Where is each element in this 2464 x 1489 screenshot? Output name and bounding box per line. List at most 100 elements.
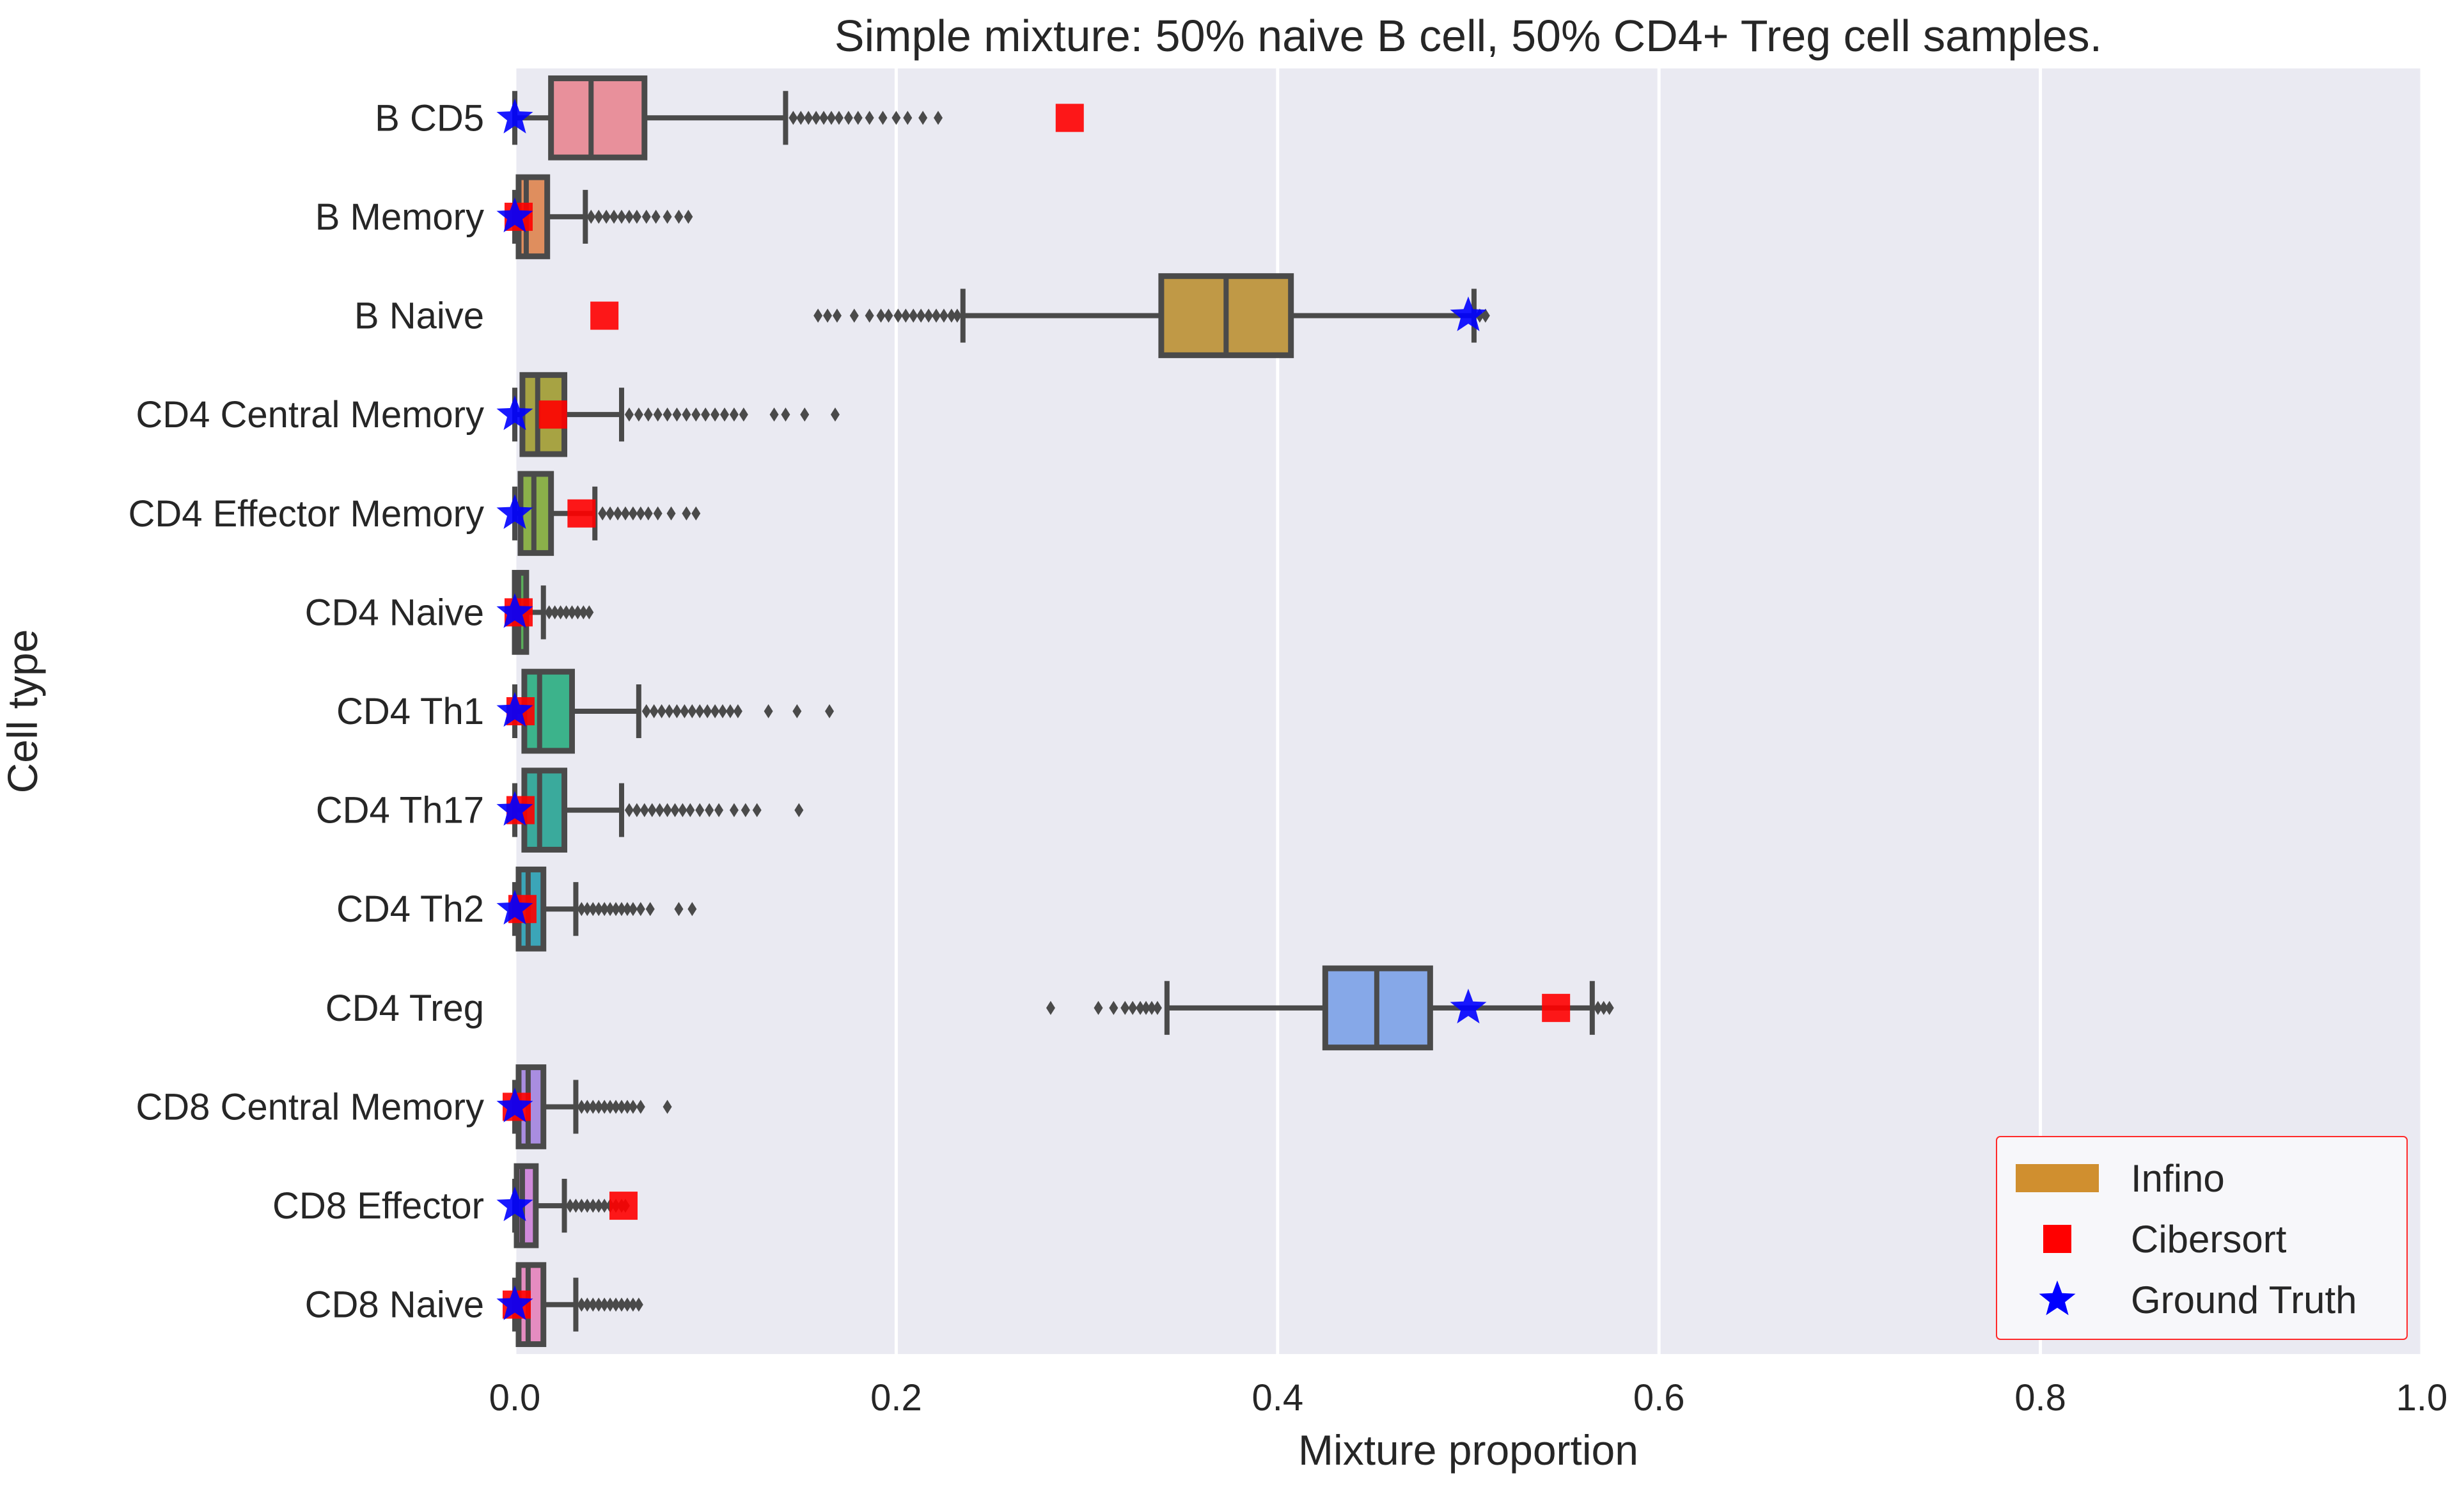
outlier-point bbox=[628, 1297, 638, 1312]
y-tick-label-cd8-naive: CD8 Naive bbox=[305, 1284, 484, 1326]
outlier-point bbox=[634, 1297, 643, 1312]
outlier-point bbox=[600, 1297, 609, 1312]
outlier-point bbox=[752, 803, 762, 817]
outlier-point bbox=[792, 704, 802, 718]
y-tick-label-cd4-effector-memory: CD4 Effector Memory bbox=[128, 493, 484, 535]
outlier-point bbox=[1605, 1000, 1614, 1015]
outlier-point bbox=[819, 111, 829, 125]
x-tick-label: 0.2 bbox=[870, 1377, 922, 1419]
outlier-point bbox=[643, 506, 653, 521]
outlier-point bbox=[594, 1199, 604, 1213]
outlier-point bbox=[687, 902, 697, 917]
outlier-point bbox=[664, 704, 674, 718]
outlier-point bbox=[686, 803, 695, 817]
chart-title: Simple mixture: 50% naive B cell, 50% CD… bbox=[835, 11, 2102, 61]
outlier-point bbox=[823, 308, 833, 323]
outlier-point bbox=[1136, 1000, 1145, 1015]
outlier-point bbox=[643, 407, 653, 422]
point-markers bbox=[496, 98, 1571, 1320]
outlier-point bbox=[825, 704, 835, 718]
outlier-point bbox=[577, 1199, 586, 1213]
outlier-point bbox=[672, 704, 682, 718]
outlier-point bbox=[714, 803, 724, 817]
outlier-point bbox=[703, 704, 712, 718]
outlier-point bbox=[594, 902, 604, 917]
outlier-point bbox=[598, 506, 608, 521]
outlier-point bbox=[725, 704, 735, 718]
outlier-point bbox=[1094, 1000, 1103, 1015]
legend-frame bbox=[1996, 1136, 2408, 1340]
y-tick-label-cd8-central-memory: CD8 Central Memory bbox=[136, 1086, 484, 1128]
outlier-point bbox=[674, 209, 684, 224]
outlier-point bbox=[901, 308, 911, 323]
y-tick-label-cd4-naive: CD4 Naive bbox=[305, 592, 484, 633]
outlier-point bbox=[585, 605, 594, 620]
y-tick-labels: B CD5 B Memory B Naive CD4 Central Memory CD… bbox=[128, 97, 484, 1325]
outlier-point bbox=[729, 407, 739, 422]
ground-truth-star-cd4-central-memory bbox=[496, 395, 533, 430]
outlier-point bbox=[701, 407, 710, 422]
outlier-point bbox=[663, 209, 672, 224]
outlier-point bbox=[705, 803, 714, 817]
outlier-point bbox=[710, 407, 720, 422]
outlier-point bbox=[853, 111, 863, 125]
outlier-point bbox=[789, 111, 798, 125]
outlier-point bbox=[561, 605, 571, 620]
outlier-point bbox=[878, 111, 888, 125]
outlier-point bbox=[583, 1099, 592, 1114]
outlier-point bbox=[588, 1297, 598, 1312]
box-b-naive bbox=[813, 273, 1490, 358]
outlier-point bbox=[628, 506, 638, 521]
x-tick-label: 1.0 bbox=[2396, 1377, 2448, 1419]
outlier-point bbox=[653, 506, 663, 521]
outlier-point bbox=[616, 902, 626, 917]
y-tick-label-b-cd5: B CD5 bbox=[375, 97, 484, 139]
outlier-point bbox=[577, 1099, 586, 1114]
outlier-point bbox=[865, 111, 874, 125]
outlier-point bbox=[583, 1199, 592, 1213]
ground-truth-star-cd4-naive bbox=[496, 593, 533, 628]
ground-truth-star-cd4-effector-memory bbox=[496, 494, 533, 529]
y-axis-label: Cell type bbox=[0, 629, 46, 794]
outlier-point bbox=[1128, 1000, 1138, 1015]
ground-truth-star-cd4-treg bbox=[1450, 988, 1487, 1024]
outlier-point bbox=[606, 506, 615, 521]
outlier-point bbox=[611, 902, 621, 917]
outlier-point bbox=[1147, 1000, 1156, 1015]
outlier-point bbox=[606, 1297, 615, 1312]
outlier-point bbox=[622, 1099, 632, 1114]
outlier-point bbox=[844, 111, 853, 125]
outlier-point bbox=[602, 209, 611, 224]
outlier-point bbox=[672, 407, 682, 422]
outlier-point bbox=[613, 506, 623, 521]
outlier-point bbox=[636, 902, 645, 917]
ground-truth-star-b-memory bbox=[496, 197, 533, 233]
outlier-point bbox=[655, 803, 664, 817]
outlier-point bbox=[946, 308, 956, 323]
outlier-point bbox=[611, 1099, 621, 1114]
outlier-point bbox=[813, 308, 823, 323]
outlier-point bbox=[600, 902, 609, 917]
cibersort-marker-b-naive bbox=[590, 301, 619, 330]
outlier-point bbox=[1599, 1000, 1608, 1015]
outlier-point bbox=[567, 605, 577, 620]
outlier-point bbox=[594, 209, 604, 224]
outlier-point bbox=[903, 111, 913, 125]
ground-truth-star-cd8-effector bbox=[496, 1186, 533, 1222]
outlier-point bbox=[571, 1199, 581, 1213]
outlier-point bbox=[632, 209, 641, 224]
outlier-point bbox=[691, 506, 701, 521]
x-axis-label: Mixture proportion bbox=[1298, 1426, 1638, 1474]
outlier-point bbox=[741, 803, 750, 817]
ground-truth-star-cd8-central-memory bbox=[496, 1087, 533, 1123]
legend-label-cibersort: Cibersort bbox=[2131, 1218, 2287, 1261]
cibersort-marker-cd4-effector-memory bbox=[567, 499, 596, 528]
outlier-point bbox=[606, 1099, 615, 1114]
outlier-point bbox=[640, 803, 649, 817]
outlier-point bbox=[632, 803, 641, 817]
outlier-point bbox=[624, 803, 634, 817]
outlier-point bbox=[663, 803, 672, 817]
outlier-point bbox=[678, 803, 687, 817]
outlier-point bbox=[682, 506, 691, 521]
ground-truth-star-cd4-th17 bbox=[496, 791, 533, 826]
